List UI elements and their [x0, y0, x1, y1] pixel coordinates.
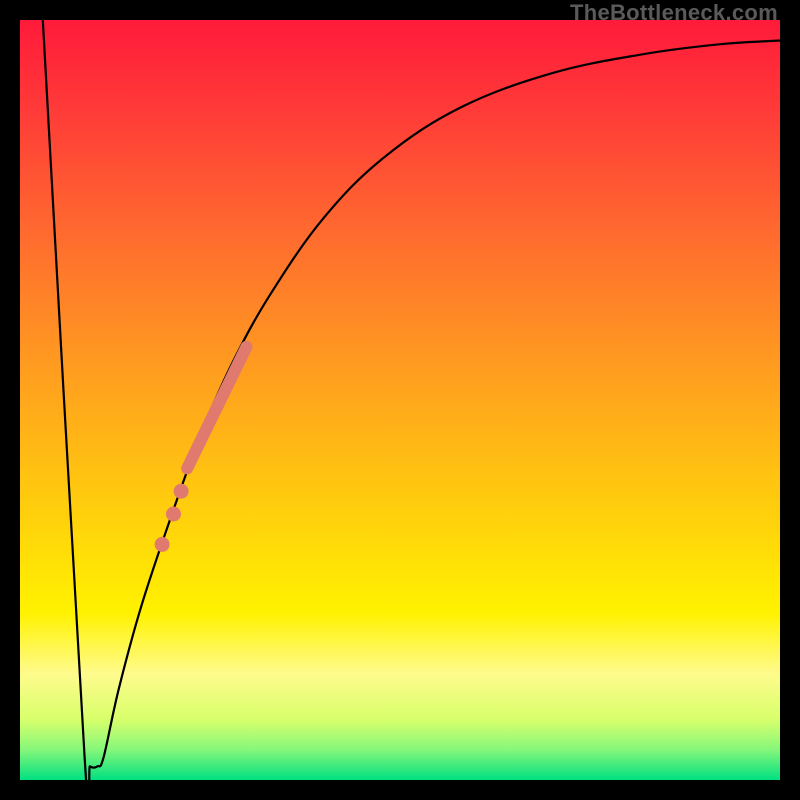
watermark-text: TheBottleneck.com: [570, 0, 778, 26]
chart-svg: [20, 20, 780, 780]
chart-frame: TheBottleneck.com: [0, 0, 800, 800]
highlight-dot: [174, 484, 189, 499]
plot-area: [20, 20, 780, 780]
highlight-dot: [166, 507, 181, 522]
highlight-dot: [155, 537, 170, 552]
gradient-background: [20, 20, 780, 780]
